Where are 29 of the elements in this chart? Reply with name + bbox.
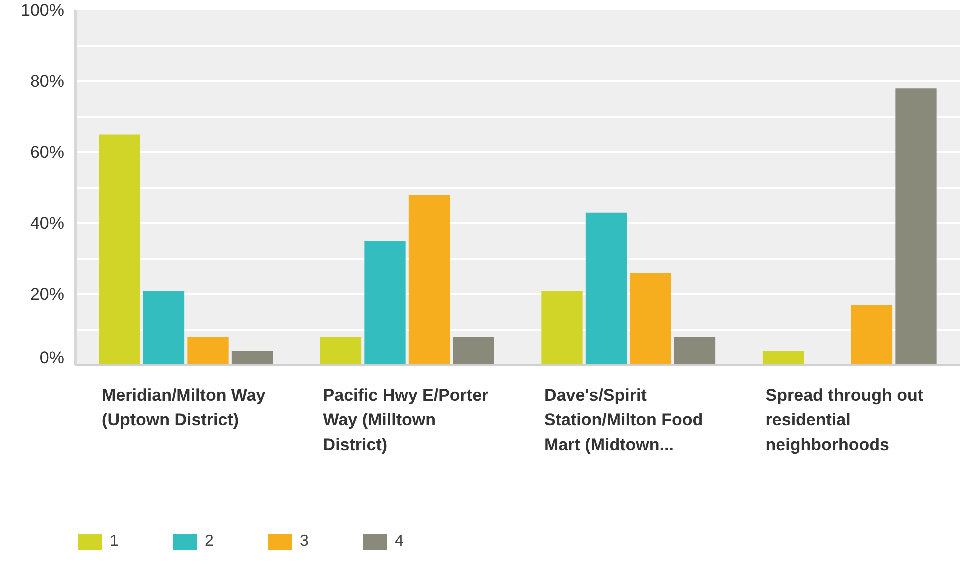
bar: [542, 290, 583, 366]
y-tick-label: 0%: [40, 348, 65, 368]
bar: [143, 290, 185, 366]
bar: [851, 305, 893, 366]
bar: [630, 273, 672, 366]
bar: [320, 337, 362, 366]
y-tick-label: 80%: [30, 72, 65, 91]
x-tick-label: Spread through out residential neighborhoods: [766, 386, 924, 454]
bar: [762, 351, 804, 366]
bar: [408, 195, 450, 366]
bar: [364, 241, 406, 366]
x-tick-label: Pacific Hwy E/Porter Way (Milltown District): [323, 386, 490, 454]
bar: [188, 337, 229, 366]
bar: [232, 351, 274, 366]
bar: [99, 134, 140, 366]
x-tick-label: Meridian/Milton Way (Uptown District): [102, 386, 266, 430]
bar: [674, 337, 716, 366]
y-tick-label: 100%: [21, 1, 65, 20]
legend-label: 4: [395, 533, 405, 551]
legend-label: 2: [205, 533, 215, 551]
x-tick-label: Dave's/Spirit Station/Milton Food Mart (Midtown...: [544, 386, 704, 454]
legend-label: 3: [300, 533, 310, 551]
legend-label: 1: [110, 533, 120, 551]
y-tick-label: 40%: [30, 214, 65, 233]
bar: [896, 88, 937, 366]
y-tick-label: 60%: [30, 143, 65, 162]
y-tick-label: 20%: [30, 285, 65, 304]
bar: [453, 337, 494, 366]
bar: [586, 212, 628, 366]
